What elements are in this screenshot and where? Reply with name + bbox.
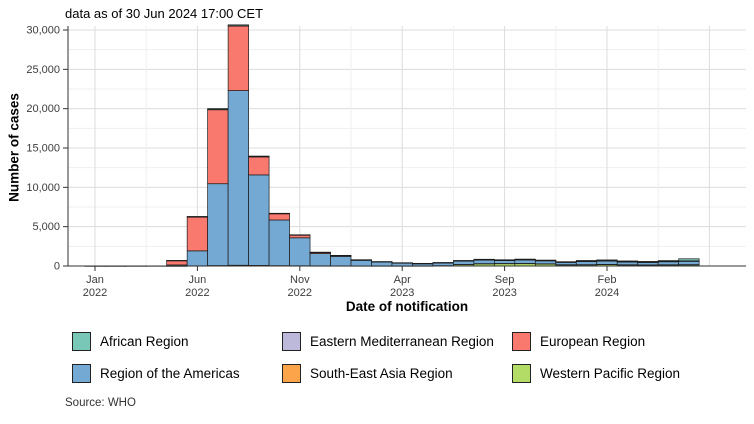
x-tick-label-year: 2022 [83,287,107,299]
legend-item-western-pacific-region: Western Pacific Region [512,364,680,383]
x-tick-label-month: Apr [394,274,411,286]
bar-segment [616,260,639,262]
bar-segment [227,24,249,27]
bar-segment [657,260,680,262]
x-tick-label-year: 2022 [288,287,312,299]
bar-segment [596,260,618,265]
y-tick-label: 20,000 [26,103,60,115]
bar-segment [207,108,229,110]
bar-segment [657,261,680,266]
bar-segment [514,259,536,264]
chart-legend: African Region Eastern Mediterranean Reg… [72,332,680,383]
bar-segment [248,174,270,266]
bar-segment [268,213,290,221]
source-note: Source: WHO [65,397,136,409]
y-tick-label: 10,000 [26,182,60,194]
bar-segment [227,90,249,266]
x-tick-label-year: 2022 [185,287,209,299]
bar-segment [330,256,352,267]
x-tick-label-month: Feb [598,274,617,286]
legend-swatch-european-region [512,332,531,351]
bar-segment [473,259,495,264]
x-tick-label-month: Sep [495,274,515,286]
bar-segment [371,261,393,267]
legend-label-african-region: African Region [100,334,189,349]
y-tick-label: 15,000 [26,143,60,155]
y-tick-label: 30,000 [26,25,60,37]
legend-label-western-pacific-region: Western Pacific Region [540,366,681,381]
legend-swatch-south-east-asia-region [282,364,301,383]
bar-segment [186,216,208,252]
x-tick-label-year: 2024 [595,287,619,299]
bar-segment [616,261,639,266]
bar-segment [494,260,516,264]
legend-label-european-region: European Region [540,334,646,349]
legend-item-south-east-asia-region: South-East Asia Region [282,364,512,383]
legend-swatch-eastern-mediterranean-region [282,332,301,351]
legend-item-european-region: European Region [512,332,680,351]
x-tick-label-month: Jan [86,274,104,286]
bar-segment [637,262,659,266]
bar-segment [289,237,311,267]
chart-subtitle: data as of 30 Jun 2024 17:00 CET [65,6,264,21]
bar-segment [248,155,270,158]
bar-segment [678,258,700,262]
bar-segment [207,109,229,185]
y-tick-label: 5,000 [32,221,60,233]
legend-label-south-east-asia-region: South-East Asia Region [310,366,453,381]
bar-segment [166,260,188,266]
bar-segment [268,219,290,266]
bar-segment [350,260,372,267]
x-tick-label-year: 2023 [492,287,516,299]
legend-swatch-african-region [72,332,91,351]
bar-segment [186,250,208,267]
bar-segment [227,25,249,91]
legend-swatch-western-pacific-region [512,364,531,383]
bar-segment [534,260,557,265]
epi-curve-chart: 05,00010,00015,00020,00025,00030,000Jan2… [26,24,746,299]
x-tick-label-month: Nov [290,274,310,286]
bar-segment [596,259,618,262]
x-tick-label-month: Jun [189,274,207,286]
x-axis-title: Date of notification [345,299,469,314]
legend-item-eastern-mediterranean-region: Eastern Mediterranean Region [282,332,512,351]
legend-label-eastern-mediterranean-region: Eastern Mediterranean Region [310,334,494,349]
legend-swatch-region-of-the-americas [72,364,91,383]
y-tick-label: 0 [54,261,60,273]
bar-segment [453,260,475,265]
x-tick-label-year: 2023 [390,287,414,299]
legend-label-region-of-the-americas: Region of the Americas [100,366,240,381]
y-tick-label: 25,000 [26,64,60,76]
legend-item-region-of-the-americas: Region of the Americas [72,364,282,383]
bar-segment [207,183,229,266]
bar-segment [678,260,700,265]
bar-segment [248,156,270,176]
legend-item-african-region: African Region [72,332,282,351]
bar-segment [575,261,598,266]
bar-segment [575,260,598,262]
bar-segment [637,261,659,263]
bar-segment [309,253,331,267]
